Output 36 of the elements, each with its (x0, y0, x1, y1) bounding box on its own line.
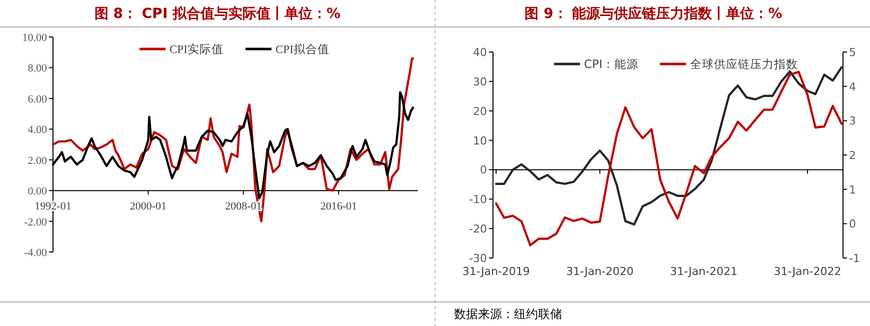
x-tick-label: 2000-01 (130, 200, 167, 213)
source-note: 数据来源：纽约联储 (454, 307, 562, 321)
y-tick-label: 0 (480, 164, 487, 177)
y-tick-label: 40 (473, 46, 487, 59)
legend-label: CPI拟合值 (276, 42, 330, 56)
y-tick-label: 6.00 (28, 93, 48, 106)
legend-label: CPI：能源 (584, 57, 638, 71)
x-tick-label: 31-Jan-2021 (670, 265, 738, 278)
y2-tick-label: 0 (849, 218, 856, 231)
y2-tick-label: 3 (849, 114, 856, 128)
x-tick-label: 31-Jan-2019 (462, 265, 530, 278)
x-tick-label: 31-Jan-2022 (774, 265, 842, 278)
y-tick-label: 10 (473, 134, 487, 148)
y2-tick-label: 4 (849, 80, 856, 94)
y-tick-label: -30 (469, 252, 487, 265)
x-tick-label: 31-Jan-2020 (566, 265, 634, 278)
legend-label: CPI实际值 (170, 42, 224, 56)
y-tick-label: 2.00 (28, 154, 48, 167)
y-tick-label: -20 (469, 222, 487, 236)
chart-title: 图 9： 能源与供应链压力指数丨单位：% (524, 5, 782, 22)
y-tick-label: 10.00 (22, 32, 48, 44)
x-tick-label: 2016-01 (320, 200, 357, 213)
y-tick-label: 20 (473, 104, 487, 118)
y2-tick-label: 2 (849, 149, 856, 162)
chart-title: 图 8： CPI 拟合值与实际值丨单位：% (94, 5, 341, 22)
y-tick-label: 30 (473, 75, 487, 88)
y-tick-label: 8.00 (28, 62, 48, 75)
y2-tick-label: 1 (849, 183, 856, 196)
y-tick-label: 0.00 (28, 186, 48, 198)
legend-label: 全球供应链压力指数 (690, 57, 798, 71)
y-tick-label: -4.00 (24, 247, 48, 259)
y-tick-label: -10 (469, 193, 487, 206)
y2-tick-label: -1 (849, 252, 860, 265)
y2-tick-label: 5 (849, 46, 856, 59)
y-tick-label: 4.00 (28, 124, 48, 136)
y-tick-label: -2.00 (24, 216, 48, 228)
